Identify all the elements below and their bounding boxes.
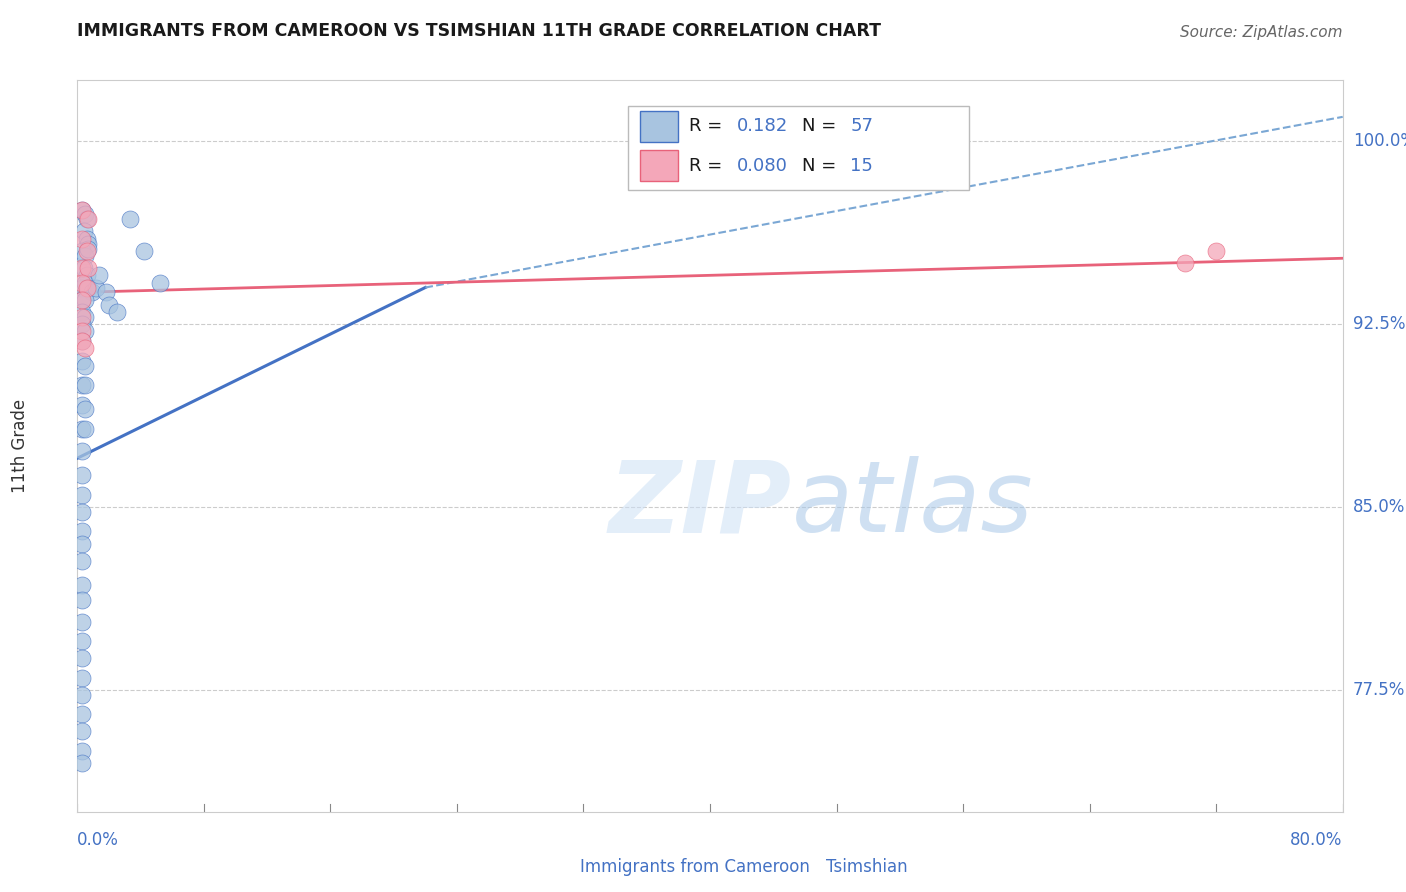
Text: 0.080: 0.080 [737,157,787,175]
Point [80,285,103,300]
Point [70,524,93,539]
Text: 100.0%: 100.0% [1353,132,1406,150]
Point [76,244,98,258]
Point [73,260,96,275]
Bar [546,855,574,878]
Point [70,378,93,392]
Text: 0.0%: 0.0% [77,831,120,849]
Point [149,276,172,290]
Point [70,688,93,702]
Point [70,280,93,294]
Text: 85.0%: 85.0% [1353,498,1405,516]
Point [75,310,97,324]
Text: 15: 15 [851,157,873,175]
Point [70,398,93,412]
Point [70,293,93,307]
Point [70,744,93,758]
Point [76,212,98,227]
Point [70,615,93,629]
Bar [641,151,679,181]
Point [70,244,93,258]
Text: 0.182: 0.182 [737,118,787,136]
Point [70,310,93,324]
Point [70,276,93,290]
Bar [793,855,820,878]
Point [70,651,93,665]
Point [70,202,93,217]
Point [75,207,97,221]
Point [77,212,100,227]
Text: R =: R = [689,118,727,136]
Point [94,285,117,300]
Point [70,756,93,770]
Point [70,634,93,648]
Point [70,232,93,246]
Point [1205,244,1227,258]
Point [75,293,97,307]
Text: atlas: atlas [793,456,1033,553]
Text: Source: ZipAtlas.com: Source: ZipAtlas.com [1180,25,1343,40]
Point [70,334,93,348]
Point [70,305,93,319]
Point [70,592,93,607]
Point [132,244,155,258]
Point [70,724,93,739]
Text: Immigrants from Cameroon: Immigrants from Cameroon [579,857,810,876]
Point [77,260,100,275]
Point [70,553,93,567]
Point [70,202,93,217]
Point [70,443,93,458]
Text: N =: N = [803,157,842,175]
Point [70,422,93,436]
Text: Tsimshian: Tsimshian [827,857,908,876]
Text: 11th Grade: 11th Grade [11,399,30,493]
Point [118,212,141,227]
Point [75,359,97,373]
Point [1173,256,1195,270]
Point [75,276,97,290]
Point [75,249,97,263]
Point [98,297,120,311]
Point [70,505,93,519]
Bar [641,111,679,142]
Text: 57: 57 [851,118,873,136]
Point [105,305,128,319]
Point [70,578,93,592]
Point [70,488,93,502]
Point [70,325,93,339]
Point [76,280,98,294]
Point [70,317,93,331]
Point [70,353,93,368]
Point [73,224,96,238]
Point [75,422,97,436]
Point [70,707,93,722]
Text: 77.5%: 77.5% [1353,681,1405,698]
Text: ZIP: ZIP [609,456,792,553]
Point [70,334,93,348]
Point [89,268,111,283]
Point [86,280,108,294]
Point [76,232,98,246]
Point [77,236,100,251]
Point [70,536,93,550]
Point [75,402,97,417]
Point [75,378,97,392]
Point [75,325,97,339]
Point [70,468,93,483]
FancyBboxPatch shape [628,106,970,190]
Point [76,268,98,283]
Point [70,293,93,307]
Point [70,671,93,685]
Point [75,342,97,356]
Point [77,280,100,294]
Text: IMMIGRANTS FROM CAMEROON VS TSIMSHIAN 11TH GRADE CORRELATION CHART: IMMIGRANTS FROM CAMEROON VS TSIMSHIAN 11… [77,22,882,40]
Point [77,242,100,256]
Text: 92.5%: 92.5% [1353,315,1406,333]
Text: R =: R = [689,157,727,175]
Text: N =: N = [803,118,842,136]
Point [70,260,93,275]
Text: 80.0%: 80.0% [1291,831,1343,849]
